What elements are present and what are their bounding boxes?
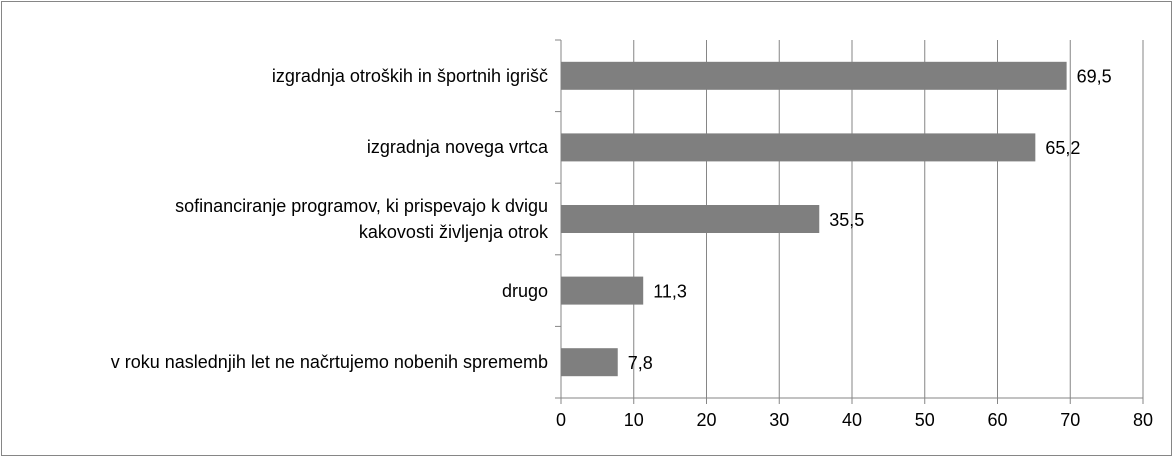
bar [561,133,1036,162]
x-tick-label: 50 [915,410,935,430]
x-tick-label: 60 [987,410,1007,430]
category-label: drugo [501,280,548,301]
category-label: v roku naslednjih let ne načrtujemo nobe… [110,352,548,373]
category-label: izgradnja novega vrtca [366,137,548,158]
x-tick-label: 80 [1133,410,1153,430]
value-label: 11,3 [653,281,687,301]
x-tick-label: 40 [842,410,862,430]
x-tick-label: 30 [769,410,789,430]
bar [561,348,618,377]
bar [561,205,820,233]
x-tick-label: 0 [556,410,566,430]
category-label: sofinanciranje programov, ki prispevajo … [175,196,548,242]
value-label: 65,2 [1045,138,1080,158]
x-tick-label: 10 [624,410,644,430]
value-label: 7,8 [628,353,653,373]
value-label: 35,5 [829,210,864,230]
bar [561,276,644,305]
bar [561,61,1067,90]
category-label: izgradnja otroških in športnih igrišč [271,65,548,86]
value-label: 69,5 [1077,67,1112,87]
x-tick-label: 20 [696,410,716,430]
x-tick-label: 70 [1060,410,1080,430]
